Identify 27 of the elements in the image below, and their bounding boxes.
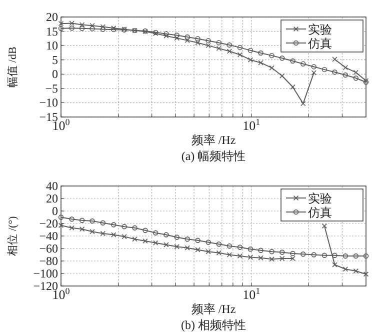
text: (a) 幅频特性 xyxy=(181,149,246,163)
y-tick-label: 20 xyxy=(46,192,58,206)
y-tick-label: −10 xyxy=(39,96,58,110)
y-axis-title: 幅值 /dB xyxy=(7,46,19,88)
y-axis-title: 相位 /(°) xyxy=(6,216,19,256)
legend-label: 实验 xyxy=(308,22,332,36)
y-tick-label: −100 xyxy=(33,266,58,280)
y-tick-label: −5 xyxy=(45,81,58,96)
y-tick-label: 10 xyxy=(46,38,58,53)
y-tick-label: −20 xyxy=(39,216,58,230)
x-tick-label: 10$^{1}$ xyxy=(242,286,260,302)
y-tick-label: −60 xyxy=(39,242,58,256)
y-tick-label: 40 xyxy=(46,179,58,193)
y-tick-label: 5 xyxy=(52,52,58,67)
y-tick-label: −80 xyxy=(39,254,58,268)
text: (b) 相频特性 xyxy=(181,318,246,332)
x-axis-title: 频率 /Hz xyxy=(191,133,236,147)
y-tick-label: −40 xyxy=(39,229,58,243)
legend-label: 仿真 xyxy=(307,36,332,50)
x-axis-title: 频率 /Hz xyxy=(191,302,236,316)
y-tick-label: 0 xyxy=(52,204,58,218)
y-tick-label: 20 xyxy=(46,10,58,24)
legend-label: 仿真 xyxy=(307,206,332,220)
y-tick-label: 15 xyxy=(46,24,58,38)
legend-label: 实验 xyxy=(308,192,332,206)
y-tick-label: 0 xyxy=(52,67,58,82)
x-tick-label: 10$^{1}$ xyxy=(242,117,260,133)
